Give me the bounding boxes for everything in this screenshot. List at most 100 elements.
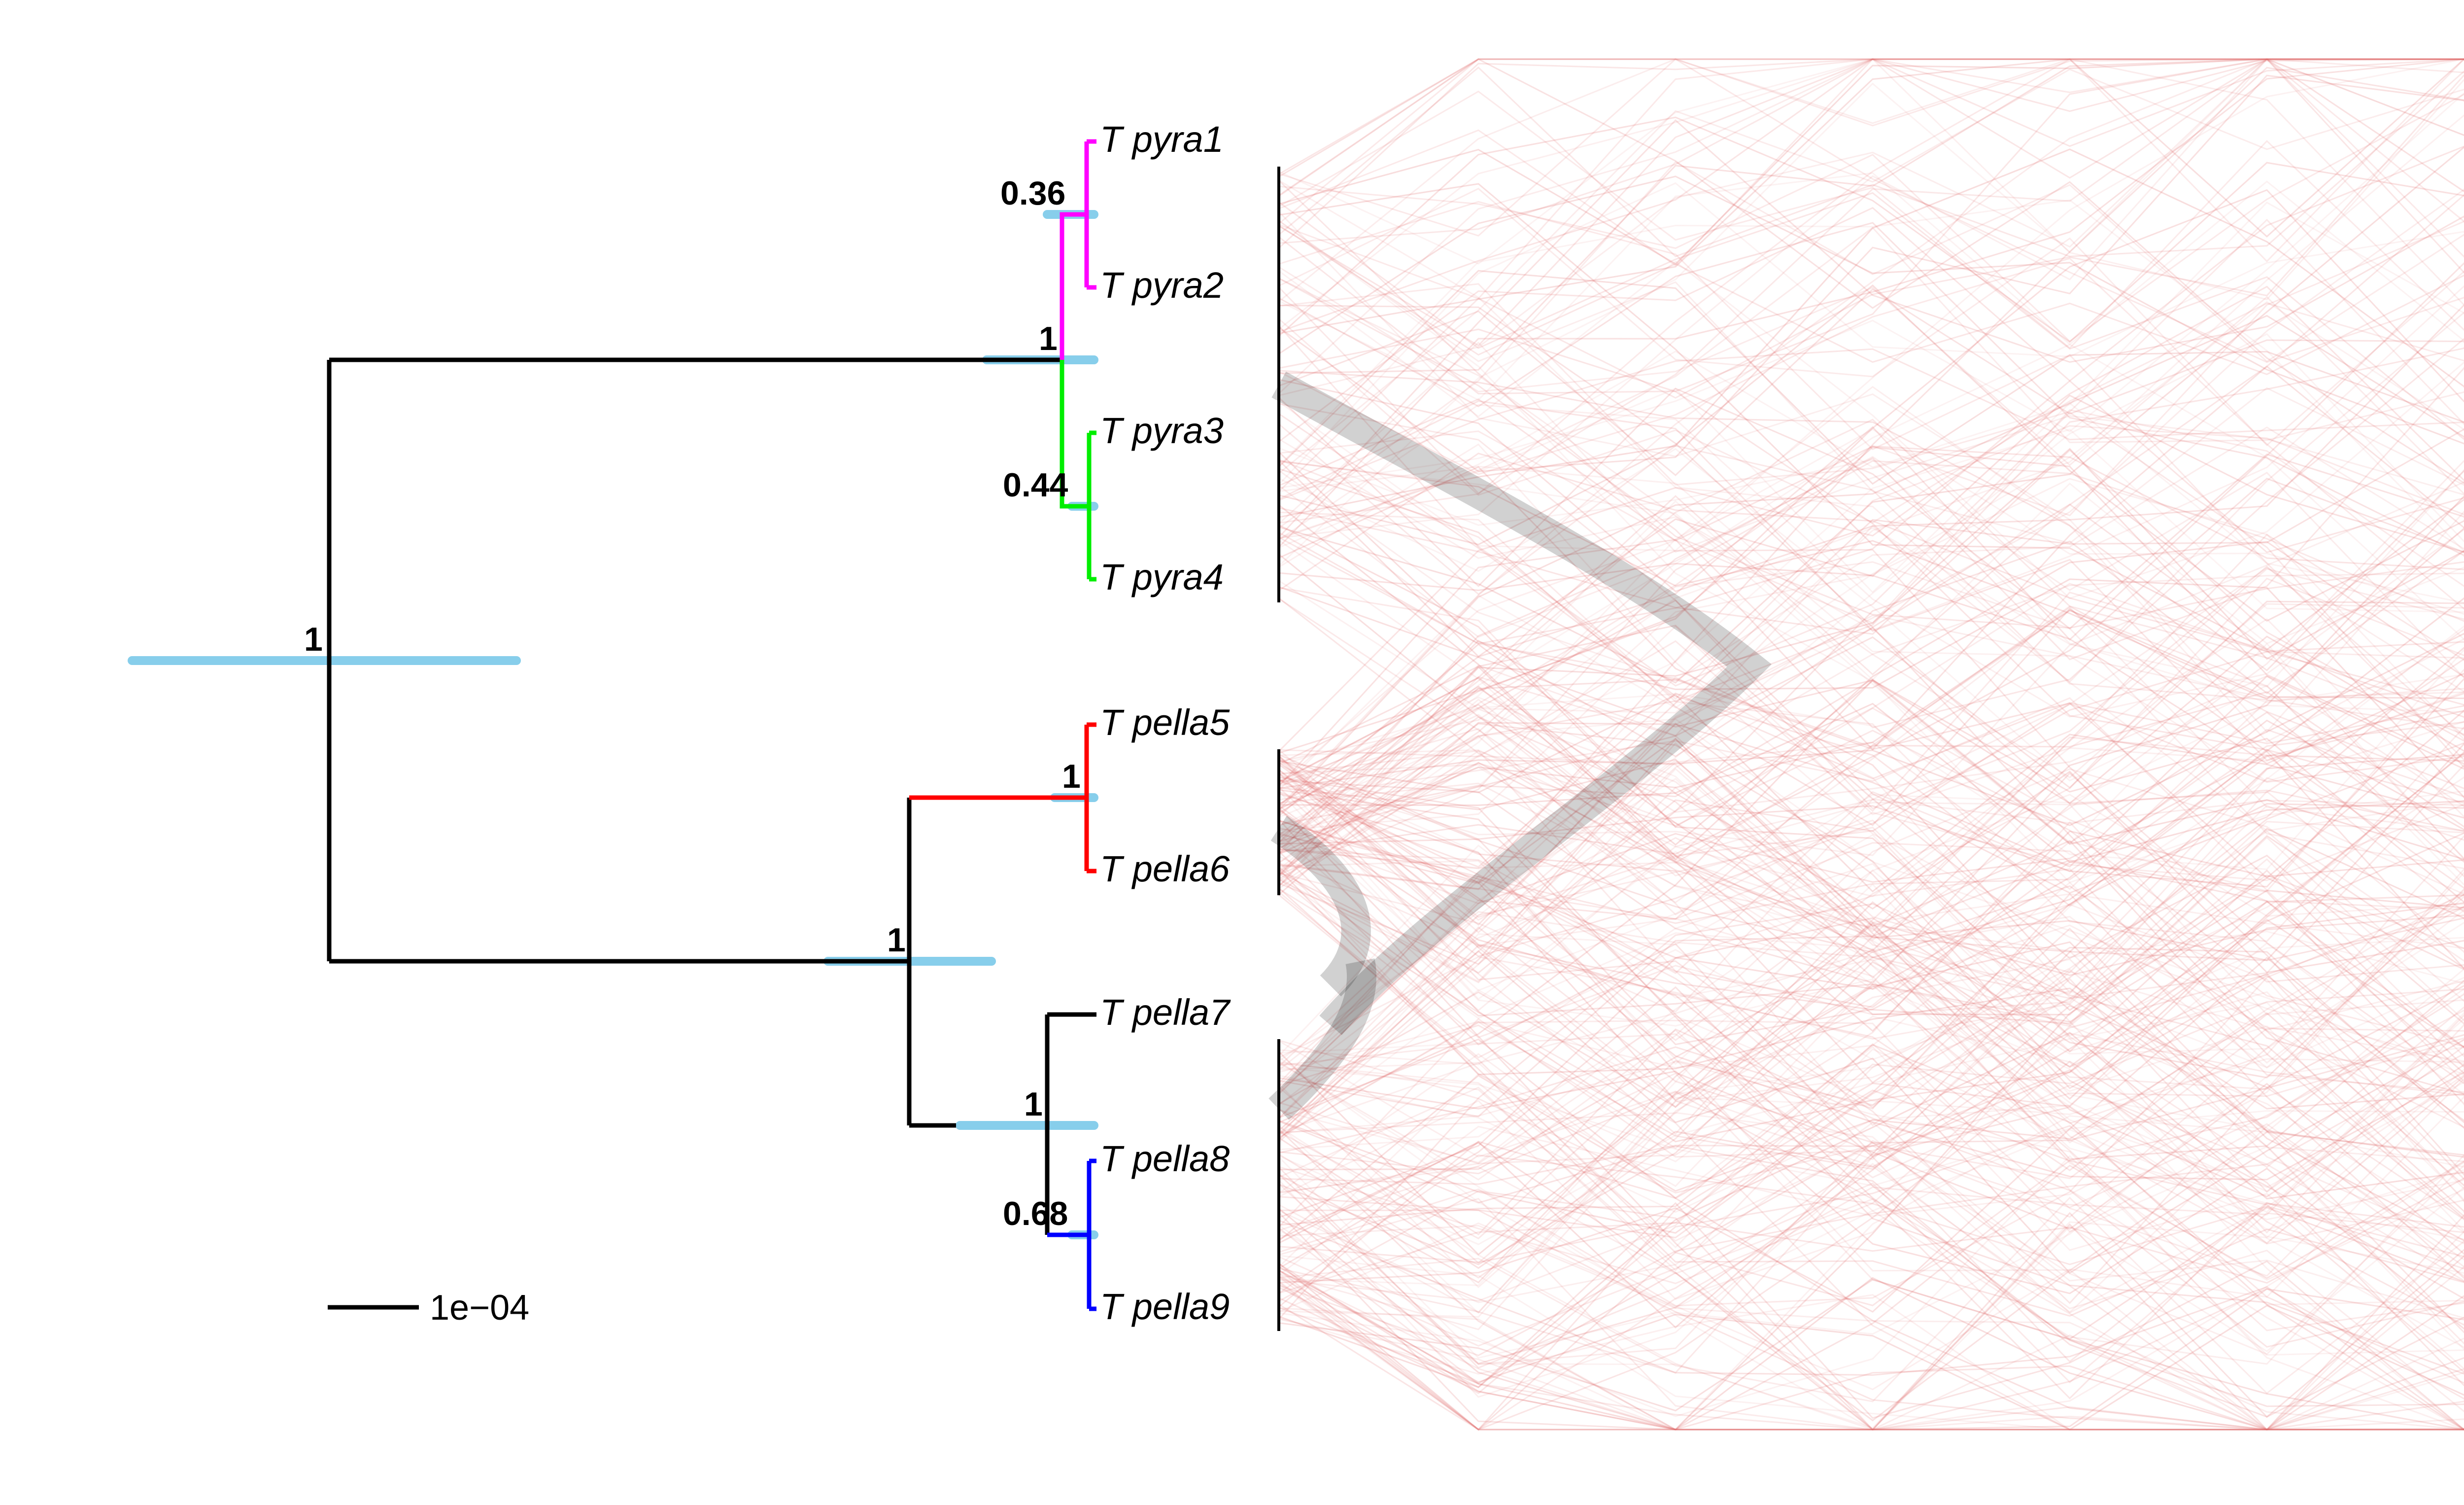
tangle-line bbox=[1278, 58, 2464, 494]
support-root: 1 bbox=[304, 621, 323, 658]
tangle-line bbox=[1278, 571, 2464, 1106]
tangle-line bbox=[1278, 956, 2464, 1313]
tangle-line bbox=[1278, 423, 2464, 730]
tangle-line bbox=[1278, 278, 2464, 729]
tangle-line bbox=[1278, 469, 2464, 827]
tangle-line bbox=[1278, 1015, 2464, 1431]
tangle-line bbox=[1278, 1061, 2464, 1431]
tangle-line bbox=[1278, 860, 2464, 1431]
tangle-line bbox=[1278, 400, 2464, 761]
tangle-line bbox=[1278, 950, 2464, 1274]
tangle-line bbox=[1278, 773, 2464, 1129]
support-values: 0.36 1 0.44 1 1 1 1 0.68 bbox=[304, 175, 1081, 1232]
tangle-line bbox=[1278, 172, 2464, 401]
tangle-line bbox=[1278, 1155, 2464, 1417]
tangle-line bbox=[1278, 586, 2464, 904]
tangle-line bbox=[1278, 419, 2464, 836]
tanglegram-consensus bbox=[1268, 167, 1772, 1331]
tangle-line bbox=[1278, 1095, 2464, 1391]
tangle-line bbox=[1278, 606, 2464, 904]
tangle-line bbox=[1278, 742, 2464, 1140]
tangle-line bbox=[1278, 926, 2464, 1431]
tangle-line bbox=[1278, 1198, 2464, 1431]
tangle-line bbox=[1278, 949, 2464, 1069]
tangle-line bbox=[1278, 1019, 2464, 1268]
tangle-line bbox=[1278, 481, 2464, 856]
tangle-line bbox=[1278, 971, 2464, 1160]
tangle-line bbox=[1278, 887, 2464, 1317]
tangle-line bbox=[1278, 764, 2464, 1240]
tangle-line bbox=[1278, 888, 2464, 1431]
tangle-line bbox=[1278, 1060, 2464, 1431]
tangle-line bbox=[1278, 182, 2464, 486]
tangle-line bbox=[1278, 819, 2464, 1431]
tangle-line bbox=[1278, 328, 2464, 804]
tangle-line bbox=[1278, 750, 2464, 1163]
tangle-line bbox=[1278, 540, 2464, 974]
tangle-line bbox=[1278, 625, 2464, 1026]
tangle-line bbox=[1278, 285, 2464, 631]
node-age-ci-bars bbox=[128, 210, 1098, 1239]
tangle-line bbox=[1278, 679, 2464, 860]
tangle-line bbox=[1278, 777, 2464, 1231]
tangle-line bbox=[1278, 762, 2464, 1032]
tangle-line bbox=[1278, 413, 2464, 907]
tangle-line bbox=[1278, 627, 2464, 1120]
tangle-line bbox=[1278, 849, 2464, 1063]
tangle-line bbox=[1278, 225, 2464, 376]
tanglegram-lines bbox=[1278, 58, 2464, 1431]
tangle-line bbox=[1278, 719, 2464, 990]
tangle-line bbox=[1278, 635, 2464, 1123]
tangle-line bbox=[1278, 201, 2464, 762]
tangle-line bbox=[1278, 257, 2464, 610]
tangle-line bbox=[1278, 1131, 2464, 1422]
tangle-line bbox=[1278, 315, 2464, 811]
tangle-line bbox=[1278, 988, 2464, 1294]
tangle-line bbox=[1278, 858, 2464, 1150]
tangle-line bbox=[1278, 831, 2464, 1265]
tangle-line bbox=[1278, 802, 2464, 1090]
tangle-line bbox=[1278, 625, 2464, 1142]
tangle-line bbox=[1278, 772, 2464, 1176]
tangle-line bbox=[1278, 262, 2464, 806]
tangle-line bbox=[1278, 1255, 2464, 1431]
tangle-line bbox=[1278, 504, 2464, 1015]
tangle-line bbox=[1278, 460, 2464, 861]
tangle-line bbox=[1278, 894, 2464, 1306]
tangle-line bbox=[1278, 766, 2464, 1055]
tangle-line bbox=[1278, 577, 2464, 1067]
tangle-line bbox=[1278, 1220, 2464, 1431]
tangle-line bbox=[1278, 755, 2464, 1024]
tangle-line bbox=[1278, 116, 2464, 343]
tangle-line bbox=[1278, 90, 2464, 350]
tangle-line bbox=[1278, 342, 2464, 553]
tip-label: T pella8 bbox=[1100, 1138, 1230, 1179]
tangle-line bbox=[1278, 649, 2464, 870]
tangle-line bbox=[1278, 312, 2464, 887]
tangle-line bbox=[1278, 868, 2464, 1159]
tangle-line bbox=[1278, 1043, 2464, 1302]
tangle-line bbox=[1278, 114, 2464, 714]
tangle-line bbox=[1278, 1196, 2464, 1402]
tangle-line bbox=[1278, 702, 2464, 965]
tangle-line bbox=[1278, 222, 2464, 558]
tangle-line bbox=[1278, 58, 2464, 539]
tangle-line bbox=[1278, 58, 2464, 552]
tip-label: T pella6 bbox=[1100, 848, 1230, 889]
tangle-line bbox=[1278, 742, 2464, 1239]
tangle-line bbox=[1278, 776, 2464, 1375]
tangle-line bbox=[1278, 793, 2464, 1255]
tangle-line bbox=[1278, 675, 2464, 895]
tangle-consensus-band bbox=[1268, 958, 1377, 1120]
tangle-line bbox=[1278, 284, 2464, 622]
tangle-line bbox=[1278, 1028, 2464, 1348]
tangle-line bbox=[1278, 958, 2464, 1330]
tangle-line bbox=[1278, 1279, 2464, 1431]
tangle-line bbox=[1278, 302, 2464, 524]
tangle-line bbox=[1278, 651, 2464, 957]
branch-pella789 bbox=[1045, 1012, 1096, 1235]
tangle-line bbox=[1278, 722, 2464, 1121]
tangle-line bbox=[1278, 1155, 2464, 1294]
branch-pella89 bbox=[1047, 1158, 1096, 1311]
tangle-line bbox=[1278, 697, 2464, 1083]
